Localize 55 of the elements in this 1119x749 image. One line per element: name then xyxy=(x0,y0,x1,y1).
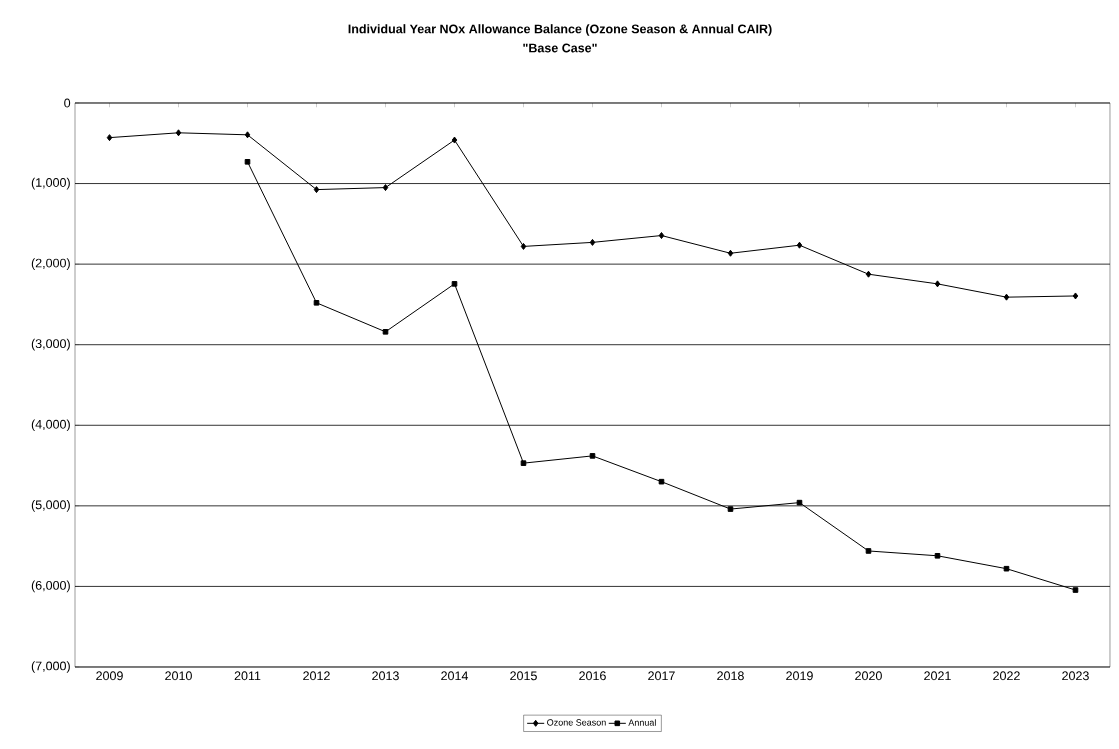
point xyxy=(727,506,734,512)
y-tick-label: (6,000) xyxy=(31,580,70,593)
x-tick-label: 2014 xyxy=(441,671,469,681)
point xyxy=(589,238,596,246)
y-tick-label: (4,000) xyxy=(31,419,70,432)
x-tick-label: 2022 xyxy=(993,671,1020,681)
point xyxy=(451,136,458,144)
point xyxy=(520,242,527,250)
x-tick-label: 2012 xyxy=(303,671,330,681)
x-tick-label: 2013 xyxy=(372,671,399,681)
point xyxy=(658,232,665,240)
point xyxy=(1003,565,1010,572)
x-tick-label: 2018 xyxy=(717,671,744,681)
point xyxy=(382,184,389,192)
y-tick-label: 0 xyxy=(64,98,71,108)
x-tick-label: 2023 xyxy=(1062,671,1089,681)
x-tick-label: 2016 xyxy=(579,671,606,681)
x-tick-label: 2020 xyxy=(855,671,882,681)
point xyxy=(451,281,458,287)
point xyxy=(1072,292,1079,300)
point xyxy=(1003,293,1010,301)
x-tick-label: 2010 xyxy=(165,671,192,681)
point xyxy=(865,270,872,278)
point xyxy=(106,134,113,142)
y-tick-label: (3,000) xyxy=(31,338,70,351)
x-tick-label: 2019 xyxy=(786,671,813,681)
y-tick-label: (7,000) xyxy=(31,661,70,673)
point xyxy=(934,553,941,559)
point xyxy=(796,241,803,249)
chart-subtitle: "Base Case" xyxy=(523,43,597,53)
x-tick-label: 2015 xyxy=(510,671,537,681)
legend-label: Ozone Season xyxy=(547,719,606,726)
legend-label: Annual xyxy=(628,719,656,726)
point xyxy=(244,131,251,139)
y-tick-label: (2,000) xyxy=(31,258,70,270)
chart-title: Individual Year NOx Allowance Balance (Ozone Season & Annual CAIR) xyxy=(348,24,772,36)
y-tick-label: (1,000) xyxy=(31,177,70,190)
x-tick-label: 2017 xyxy=(648,671,675,681)
point xyxy=(244,159,251,165)
x-tick-label: 2011 xyxy=(234,671,261,681)
point xyxy=(313,186,320,194)
point xyxy=(934,280,941,288)
point xyxy=(589,453,596,459)
point xyxy=(313,300,320,306)
point xyxy=(658,478,665,485)
point xyxy=(865,548,872,554)
x-tick-label: 2021 xyxy=(924,671,951,681)
point xyxy=(1072,587,1079,593)
y-tick-label: (5,000) xyxy=(31,500,70,512)
x-tick-label: 2009 xyxy=(96,671,123,681)
point xyxy=(520,460,527,466)
point xyxy=(796,499,803,506)
point xyxy=(175,129,182,137)
point xyxy=(382,329,389,335)
point xyxy=(727,249,734,257)
